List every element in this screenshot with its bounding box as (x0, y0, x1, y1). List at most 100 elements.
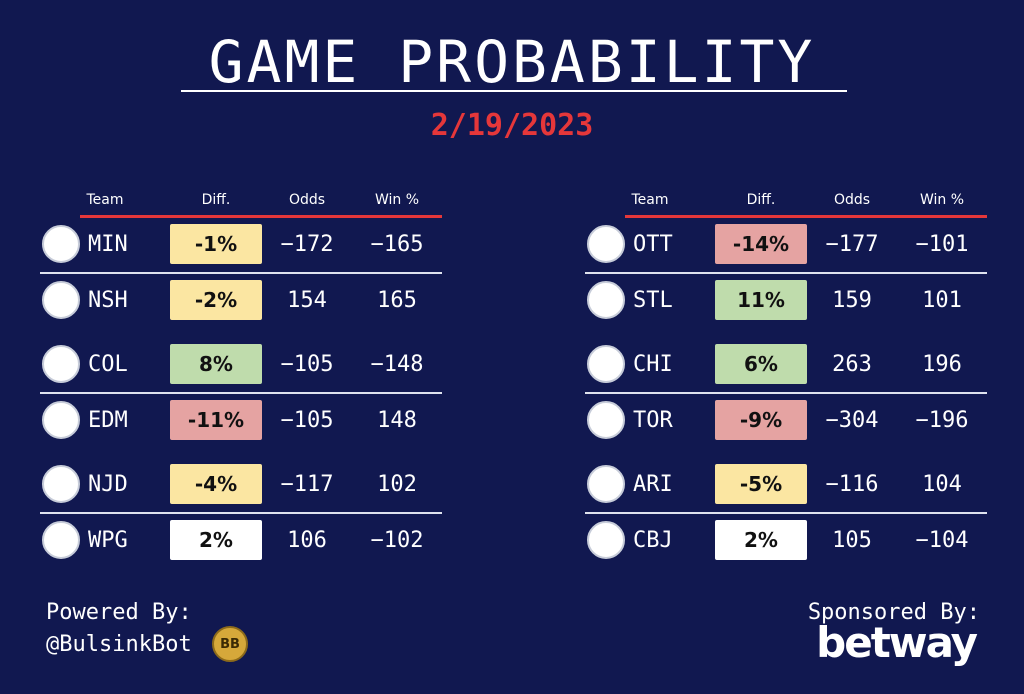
coyotes-logo-icon (587, 465, 625, 503)
oilers-logo-icon (42, 401, 80, 439)
betway-logo: betway (816, 618, 978, 667)
header-rule (80, 215, 442, 218)
header-team: Team (631, 192, 669, 208)
win-value: 165 (377, 288, 417, 313)
maple-leafs-logo-icon (587, 401, 625, 439)
game-row: STL 11% 159 101 (585, 273, 987, 329)
diff-badge: 11% (715, 280, 807, 320)
odds-value: −116 (825, 472, 879, 497)
header-rule (625, 215, 987, 218)
team-abbr: COL (88, 352, 128, 377)
bot-handle[interactable]: @BulsinkBot (46, 632, 192, 657)
matchup-separator (585, 392, 987, 394)
devils-logo-icon (42, 465, 80, 503)
diff-badge: 6% (715, 344, 807, 384)
team-abbr: NJD (88, 472, 128, 497)
game-row: OTT -14% −177 −101 (585, 217, 987, 274)
header-odds: Odds (833, 192, 871, 208)
game-row: COL 8% −105 −148 (40, 337, 442, 394)
win-value: 196 (922, 352, 962, 377)
team-abbr: STL (633, 288, 673, 313)
win-value: −196 (915, 408, 969, 433)
header-diff: Diff. (201, 192, 231, 208)
game-row: CBJ 2% 105 −104 (585, 513, 987, 569)
game-row: NSH -2% 154 165 (40, 273, 442, 329)
matchup-separator (585, 272, 987, 274)
predators-logo-icon (42, 281, 80, 319)
table-header: Team Diff. Odds Win % (585, 187, 987, 218)
team-abbr: MIN (88, 232, 128, 257)
game-row: ARI -5% −116 104 (585, 457, 987, 514)
right-games-table: Team Diff. Odds Win % OTT -14% −177 −101 STL… (585, 187, 987, 569)
bulsinkbot-logo-icon: BB (212, 626, 248, 662)
win-value: 104 (922, 472, 962, 497)
game-row: NJD -4% −117 102 (40, 457, 442, 514)
header-win: Win % (919, 192, 965, 208)
diff-badge: -9% (715, 400, 807, 440)
team-abbr: NSH (88, 288, 128, 313)
win-value: −102 (370, 528, 424, 553)
team-abbr: ARI (633, 472, 673, 497)
diff-badge: 2% (715, 520, 807, 560)
diff-badge: -4% (170, 464, 262, 504)
header-diff: Diff. (746, 192, 776, 208)
odds-value: −177 (825, 232, 879, 257)
team-abbr: EDM (88, 408, 128, 433)
diff-badge: -2% (170, 280, 262, 320)
powered-by-label: Powered By: (46, 600, 192, 625)
diff-badge: -1% (170, 224, 262, 264)
odds-value: −105 (280, 352, 334, 377)
game-row: TOR -9% −304 −196 (585, 393, 987, 449)
team-abbr: WPG (88, 528, 128, 553)
team-abbr: TOR (633, 408, 673, 433)
title-underline (181, 90, 847, 92)
win-value: −148 (370, 352, 424, 377)
left-games-table: Team Diff. Odds Win % MIN -1% −172 −165 NSH -… (40, 187, 442, 569)
matchup-separator (40, 392, 442, 394)
blues-logo-icon (587, 281, 625, 319)
diff-badge: 8% (170, 344, 262, 384)
win-value: 102 (377, 472, 417, 497)
game-row: MIN -1% −172 −165 (40, 217, 442, 274)
avalanche-logo-icon (42, 345, 80, 383)
header-odds: Odds (288, 192, 326, 208)
matchup-separator (585, 512, 987, 514)
odds-value: −117 (280, 472, 334, 497)
matchup-separator (40, 272, 442, 274)
senators-logo-icon (587, 225, 625, 263)
matchup-separator (40, 512, 442, 514)
blue-jackets-logo-icon (587, 521, 625, 559)
blackhawks-logo-icon (587, 345, 625, 383)
odds-value: −172 (280, 232, 334, 257)
table-header: Team Diff. Odds Win % (40, 187, 442, 218)
odds-value: −105 (280, 408, 334, 433)
sponsored-by-label: Sponsored By: (807, 600, 980, 625)
jets-logo-icon (42, 521, 80, 559)
odds-value: −304 (825, 408, 879, 433)
diff-badge: -14% (715, 224, 807, 264)
header-team: Team (86, 192, 124, 208)
odds-value: 159 (832, 288, 872, 313)
win-value: 101 (922, 288, 962, 313)
diff-badge: -11% (170, 400, 262, 440)
diff-badge: -5% (715, 464, 807, 504)
odds-value: 106 (287, 528, 327, 553)
diff-badge: 2% (170, 520, 262, 560)
odds-value: 154 (287, 288, 327, 313)
win-value: −104 (915, 528, 969, 553)
team-abbr: OTT (633, 232, 673, 257)
win-value: 148 (377, 408, 417, 433)
game-row: WPG 2% 106 −102 (40, 513, 442, 569)
win-value: −165 (370, 232, 424, 257)
wild-logo-icon (42, 225, 80, 263)
odds-value: 105 (832, 528, 872, 553)
game-row: EDM -11% −105 148 (40, 393, 442, 449)
page-title: GAME PROBABILITY (208, 28, 816, 96)
game-date: 2/19/2023 (430, 108, 594, 143)
team-abbr: CHI (633, 352, 673, 377)
odds-value: 263 (832, 352, 872, 377)
win-value: −101 (915, 232, 969, 257)
game-row: CHI 6% 263 196 (585, 337, 987, 394)
header-win: Win % (374, 192, 420, 208)
team-abbr: CBJ (633, 528, 673, 553)
